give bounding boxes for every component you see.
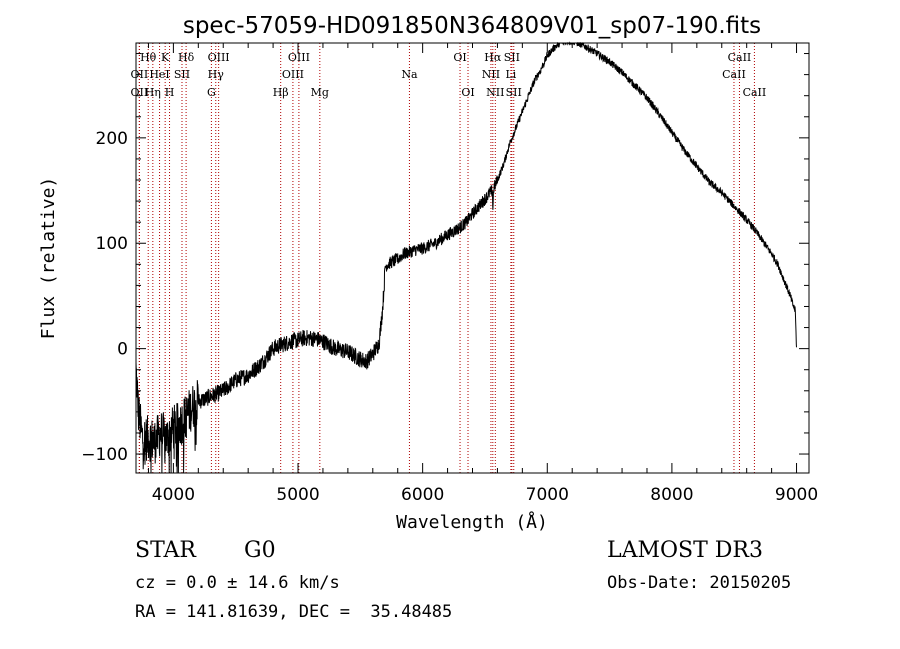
- line-label: SII: [174, 68, 190, 81]
- x-tick-label: 8000: [650, 485, 693, 505]
- x-tick-label: 6000: [401, 485, 444, 505]
- line-label: OI: [453, 51, 466, 64]
- line-label: OIII: [208, 51, 230, 64]
- survey-name: LAMOST DR3: [607, 538, 763, 563]
- plot-frame: [135, 42, 810, 474]
- line-label: Hδ: [178, 51, 195, 64]
- x-tick-label: 4000: [152, 485, 195, 505]
- line-label: HeI: [149, 68, 169, 81]
- redshift-text: cz = 0.0 ± 14.6 km/s: [135, 573, 340, 593]
- line-label: OIII: [282, 68, 304, 81]
- line-label: OIII: [288, 51, 310, 64]
- line-label: K: [161, 51, 170, 64]
- line-label: Hγ: [208, 68, 225, 81]
- spectrum-line: [135, 41, 797, 474]
- x-tick-label: 9000: [775, 485, 818, 505]
- line-label: G: [207, 86, 216, 99]
- line-label: CaII: [743, 86, 767, 99]
- line-label: Na: [401, 68, 418, 81]
- line-label: SII: [504, 51, 520, 64]
- spectral-line-markers: [138, 43, 755, 473]
- obs-date: Obs-Date: 20150205: [607, 573, 792, 593]
- x-tick-label: 7000: [526, 485, 569, 505]
- line-label: Hβ: [273, 86, 289, 99]
- line-label: CaII: [722, 68, 746, 81]
- coordinates: RA = 141.81639, DEC = 35.48485: [135, 602, 453, 622]
- line-label: Hα: [484, 51, 502, 64]
- object-subclass: G0: [244, 538, 276, 563]
- x-axis: 4000 5000 6000 7000 8000 9000: [147, 43, 818, 505]
- line-label: NII: [486, 86, 504, 99]
- y-axis-label: Flux (relative): [38, 177, 59, 340]
- y-axis: −100 0 100 200: [81, 53, 809, 465]
- line-label: CaII: [728, 51, 752, 64]
- x-tick-label: 5000: [276, 485, 319, 505]
- line-label: NII: [482, 68, 500, 81]
- object-class: STAR: [135, 538, 196, 563]
- line-label: OII: [131, 86, 149, 99]
- line-label: SII: [506, 86, 522, 99]
- line-label: H: [165, 86, 175, 99]
- line-label: Li: [505, 68, 516, 81]
- line-label: OI: [461, 86, 474, 99]
- y-tick-label: 0: [117, 340, 128, 360]
- line-label: Mg: [311, 86, 329, 99]
- line-label: Hη: [145, 86, 161, 99]
- chart-title: spec-57059-HD091850N364809V01_sp07-190.f…: [183, 13, 761, 39]
- line-label: Hθ: [140, 51, 157, 64]
- y-tick-label: 100: [96, 234, 128, 254]
- y-tick-label: 200: [96, 129, 128, 149]
- spectrum-layer: [135, 41, 797, 474]
- x-axis-label: Wavelength (Å): [396, 511, 548, 533]
- y-tick-label: −100: [81, 445, 128, 465]
